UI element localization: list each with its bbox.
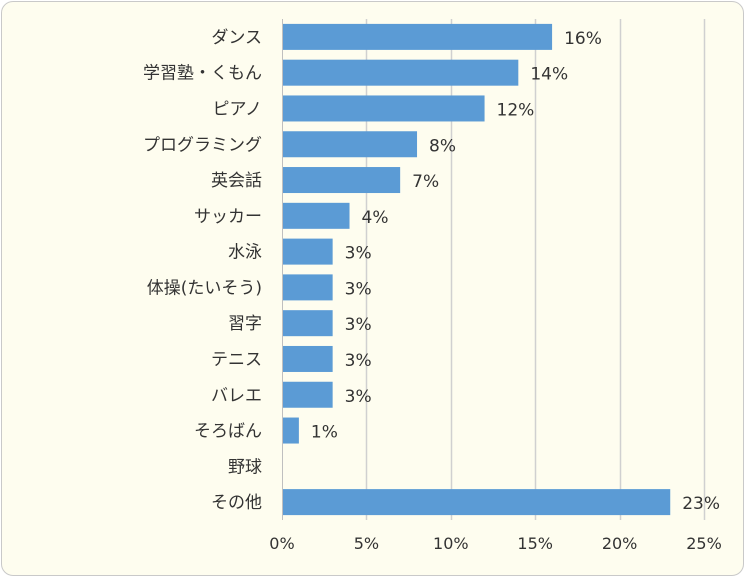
x-tick-label: 25% xyxy=(686,534,722,553)
data-label: 23% xyxy=(682,494,720,514)
data-label: 14% xyxy=(530,65,568,85)
bar xyxy=(282,417,299,444)
bar xyxy=(282,23,553,50)
data-label: 8% xyxy=(429,136,456,156)
category-label: 英会話 xyxy=(211,171,262,191)
x-tick-label: 10% xyxy=(433,534,469,553)
bar xyxy=(282,381,333,408)
data-label: 7% xyxy=(412,172,439,192)
data-label: 3% xyxy=(345,279,372,299)
category-label: バレエ xyxy=(211,386,262,406)
category-label: プログラミング xyxy=(143,135,262,155)
x-tick-label: 20% xyxy=(602,534,638,553)
data-label: 3% xyxy=(345,244,372,264)
data-label: 16% xyxy=(564,29,602,49)
category-label: そろばん xyxy=(194,422,262,442)
category-label: ピアノ xyxy=(213,99,262,119)
category-label: 体操(たいそう) xyxy=(147,278,262,298)
category-label: テニス xyxy=(211,350,262,370)
data-label: 3% xyxy=(345,315,372,335)
category-label: 習字 xyxy=(228,314,262,334)
category-label: その他 xyxy=(211,493,262,513)
data-label: 12% xyxy=(497,100,535,120)
data-label: 1% xyxy=(311,423,338,443)
data-label: 3% xyxy=(345,387,372,407)
bar xyxy=(282,310,333,337)
category-label: サッカー xyxy=(194,207,262,227)
category-label: 学習塾・くもん xyxy=(143,63,262,84)
x-tick-label: 15% xyxy=(517,534,553,553)
category-label: 水泳 xyxy=(228,243,262,263)
category-label: ダンス xyxy=(211,28,262,48)
bar xyxy=(282,131,418,158)
bar xyxy=(282,274,333,301)
bar xyxy=(282,489,671,516)
bar xyxy=(282,345,333,372)
bar xyxy=(282,59,519,86)
x-tick-label: 5% xyxy=(354,534,379,553)
bar xyxy=(282,95,485,122)
x-tick-label: 0% xyxy=(269,534,294,553)
bar xyxy=(282,238,333,265)
bar xyxy=(282,202,350,229)
data-label: 3% xyxy=(345,351,372,371)
category-label: 野球 xyxy=(228,457,262,477)
data-label: 4% xyxy=(362,208,389,228)
bar xyxy=(282,167,401,194)
